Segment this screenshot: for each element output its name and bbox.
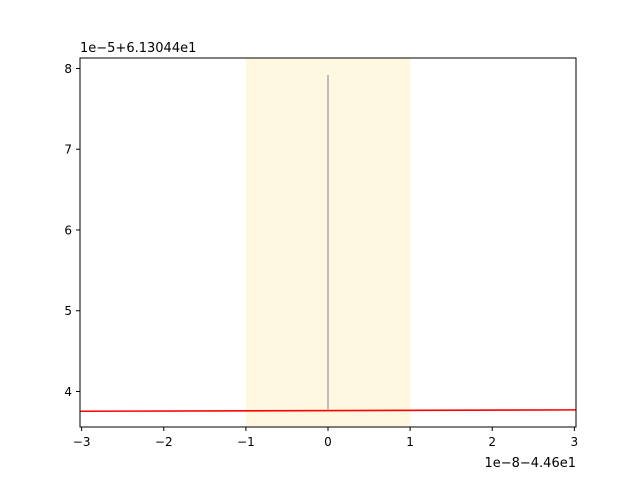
y-tick-label: 8 [64,62,72,76]
series-line-1 [79,409,577,413]
x-tick-label: −1 [237,435,255,449]
y-tick-label: 4 [64,385,72,399]
x-tick-label: 0 [324,435,332,449]
plot-area [79,58,577,427]
y-tick-label: 7 [64,143,72,157]
axis-ticks: −3 −2 −1 0 1 2 3 4 5 6 7 8 [64,62,578,449]
x-tick-label: −3 [73,435,91,449]
y-tick-label: 5 [64,304,72,318]
x-tick-label: 1 [406,435,414,449]
x-tick-label: −2 [155,435,173,449]
x-tick-label: 3 [571,435,579,449]
x-offset-text: 1e−8−4.46e1 [484,456,576,471]
y-tick-label: 6 [64,223,72,237]
y-offset-text: 1e−5+6.13044e1 [80,41,196,56]
x-tick-label: 2 [488,435,496,449]
